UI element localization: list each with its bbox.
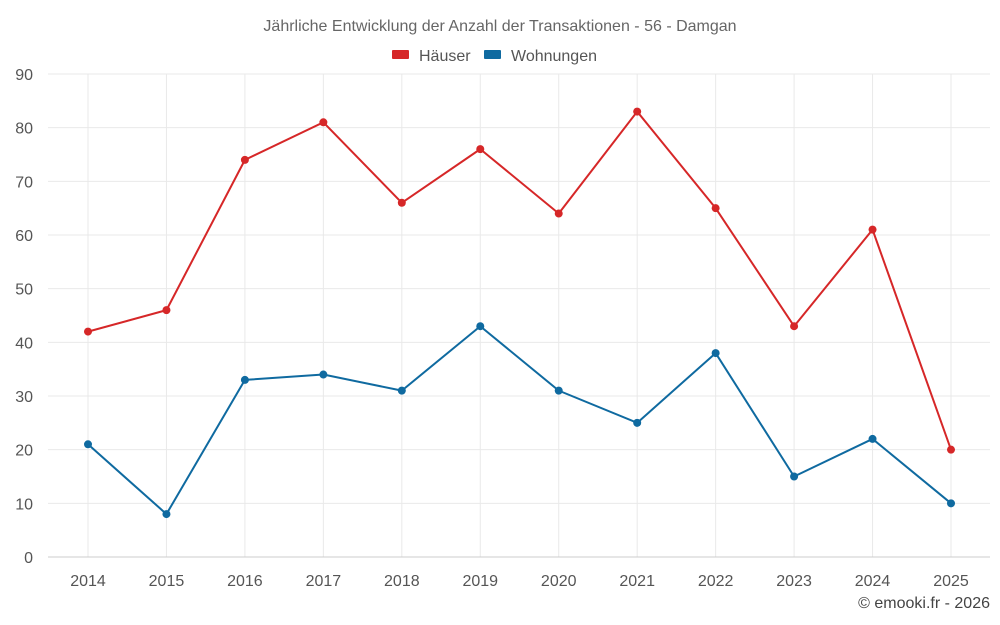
data-point-wohnungen[interactable] <box>319 370 328 379</box>
copyright-credit: © emooki.fr - 2026 <box>858 595 990 612</box>
data-point-h-user[interactable] <box>319 118 328 127</box>
y-tick-label: 50 <box>15 282 33 299</box>
series-line-h-user <box>87 110 952 451</box>
x-tick-label: 2021 <box>619 573 655 590</box>
y-tick-label: 70 <box>15 174 33 191</box>
data-point-wohnungen[interactable] <box>84 440 92 449</box>
x-tick-label: 2024 <box>855 573 891 590</box>
data-point-wohnungen[interactable] <box>790 472 799 481</box>
y-tick-label: 30 <box>15 389 33 406</box>
data-point-h-user[interactable] <box>476 145 485 154</box>
x-tick-label: 2022 <box>698 573 734 590</box>
data-point-wohnungen[interactable] <box>554 386 563 395</box>
legend-swatch <box>484 50 501 59</box>
x-tick-label: 2025 <box>933 573 969 590</box>
legend-label: Wohnungen <box>511 48 597 65</box>
data-point-wohnungen[interactable] <box>240 375 249 384</box>
legend-item-wohnungen[interactable]: Wohnungen <box>484 48 597 65</box>
x-tick-label: 2014 <box>70 573 106 590</box>
x-tick-label: 2016 <box>227 573 263 590</box>
legend-label: Häuser <box>419 48 471 65</box>
data-point-h-user[interactable] <box>790 322 799 331</box>
y-tick-label: 40 <box>15 335 33 352</box>
x-tick-label: 2018 <box>384 573 420 590</box>
legend-swatch <box>392 50 409 59</box>
series-line-wohnungen <box>87 325 952 516</box>
data-point-wohnungen[interactable] <box>162 510 171 519</box>
x-tick-label: 2017 <box>306 573 342 590</box>
y-tick-label: 0 <box>24 550 33 567</box>
data-point-h-user[interactable] <box>711 204 720 213</box>
data-point-h-user[interactable] <box>868 225 877 234</box>
y-tick-label: 20 <box>15 443 33 460</box>
x-tick-label: 2020 <box>541 573 577 590</box>
chart-title: Jährliche Entwicklung der Anzahl der Tra… <box>263 18 736 35</box>
x-tick-label: 2015 <box>149 573 185 590</box>
data-point-wohnungen[interactable] <box>868 434 877 443</box>
data-point-h-user[interactable] <box>633 107 642 116</box>
data-point-h-user[interactable] <box>240 155 249 164</box>
axes: 0 10 20 30 40 50 60 70 80 90 2014 2015 2016 2017 2018 2… <box>15 67 990 590</box>
data-point-wohnungen[interactable] <box>711 349 720 358</box>
legend: Häuser Wohnungen <box>392 48 597 65</box>
data-point-wohnungen[interactable] <box>633 418 642 427</box>
y-tick-label: 90 <box>15 67 33 84</box>
data-point-h-user[interactable] <box>554 209 563 218</box>
x-tick-label: 2023 <box>776 573 812 590</box>
data-point-wohnungen[interactable] <box>397 386 406 395</box>
data-point-h-user[interactable] <box>947 445 955 454</box>
data-point-h-user[interactable] <box>397 198 406 207</box>
x-tick-label: 2019 <box>462 573 498 590</box>
grid <box>48 73 990 557</box>
series-h-user <box>84 107 955 454</box>
series-layer <box>84 107 955 519</box>
data-point-h-user[interactable] <box>162 306 171 315</box>
y-tick-label: 60 <box>15 228 33 245</box>
data-point-h-user[interactable] <box>84 327 92 336</box>
series-wohnungen <box>84 322 955 519</box>
data-point-wohnungen[interactable] <box>476 322 485 331</box>
y-tick-label: 10 <box>15 496 33 513</box>
y-tick-label: 80 <box>15 121 33 138</box>
legend-item-h-user[interactable]: Häuser <box>392 48 471 65</box>
data-point-wohnungen[interactable] <box>947 499 955 508</box>
